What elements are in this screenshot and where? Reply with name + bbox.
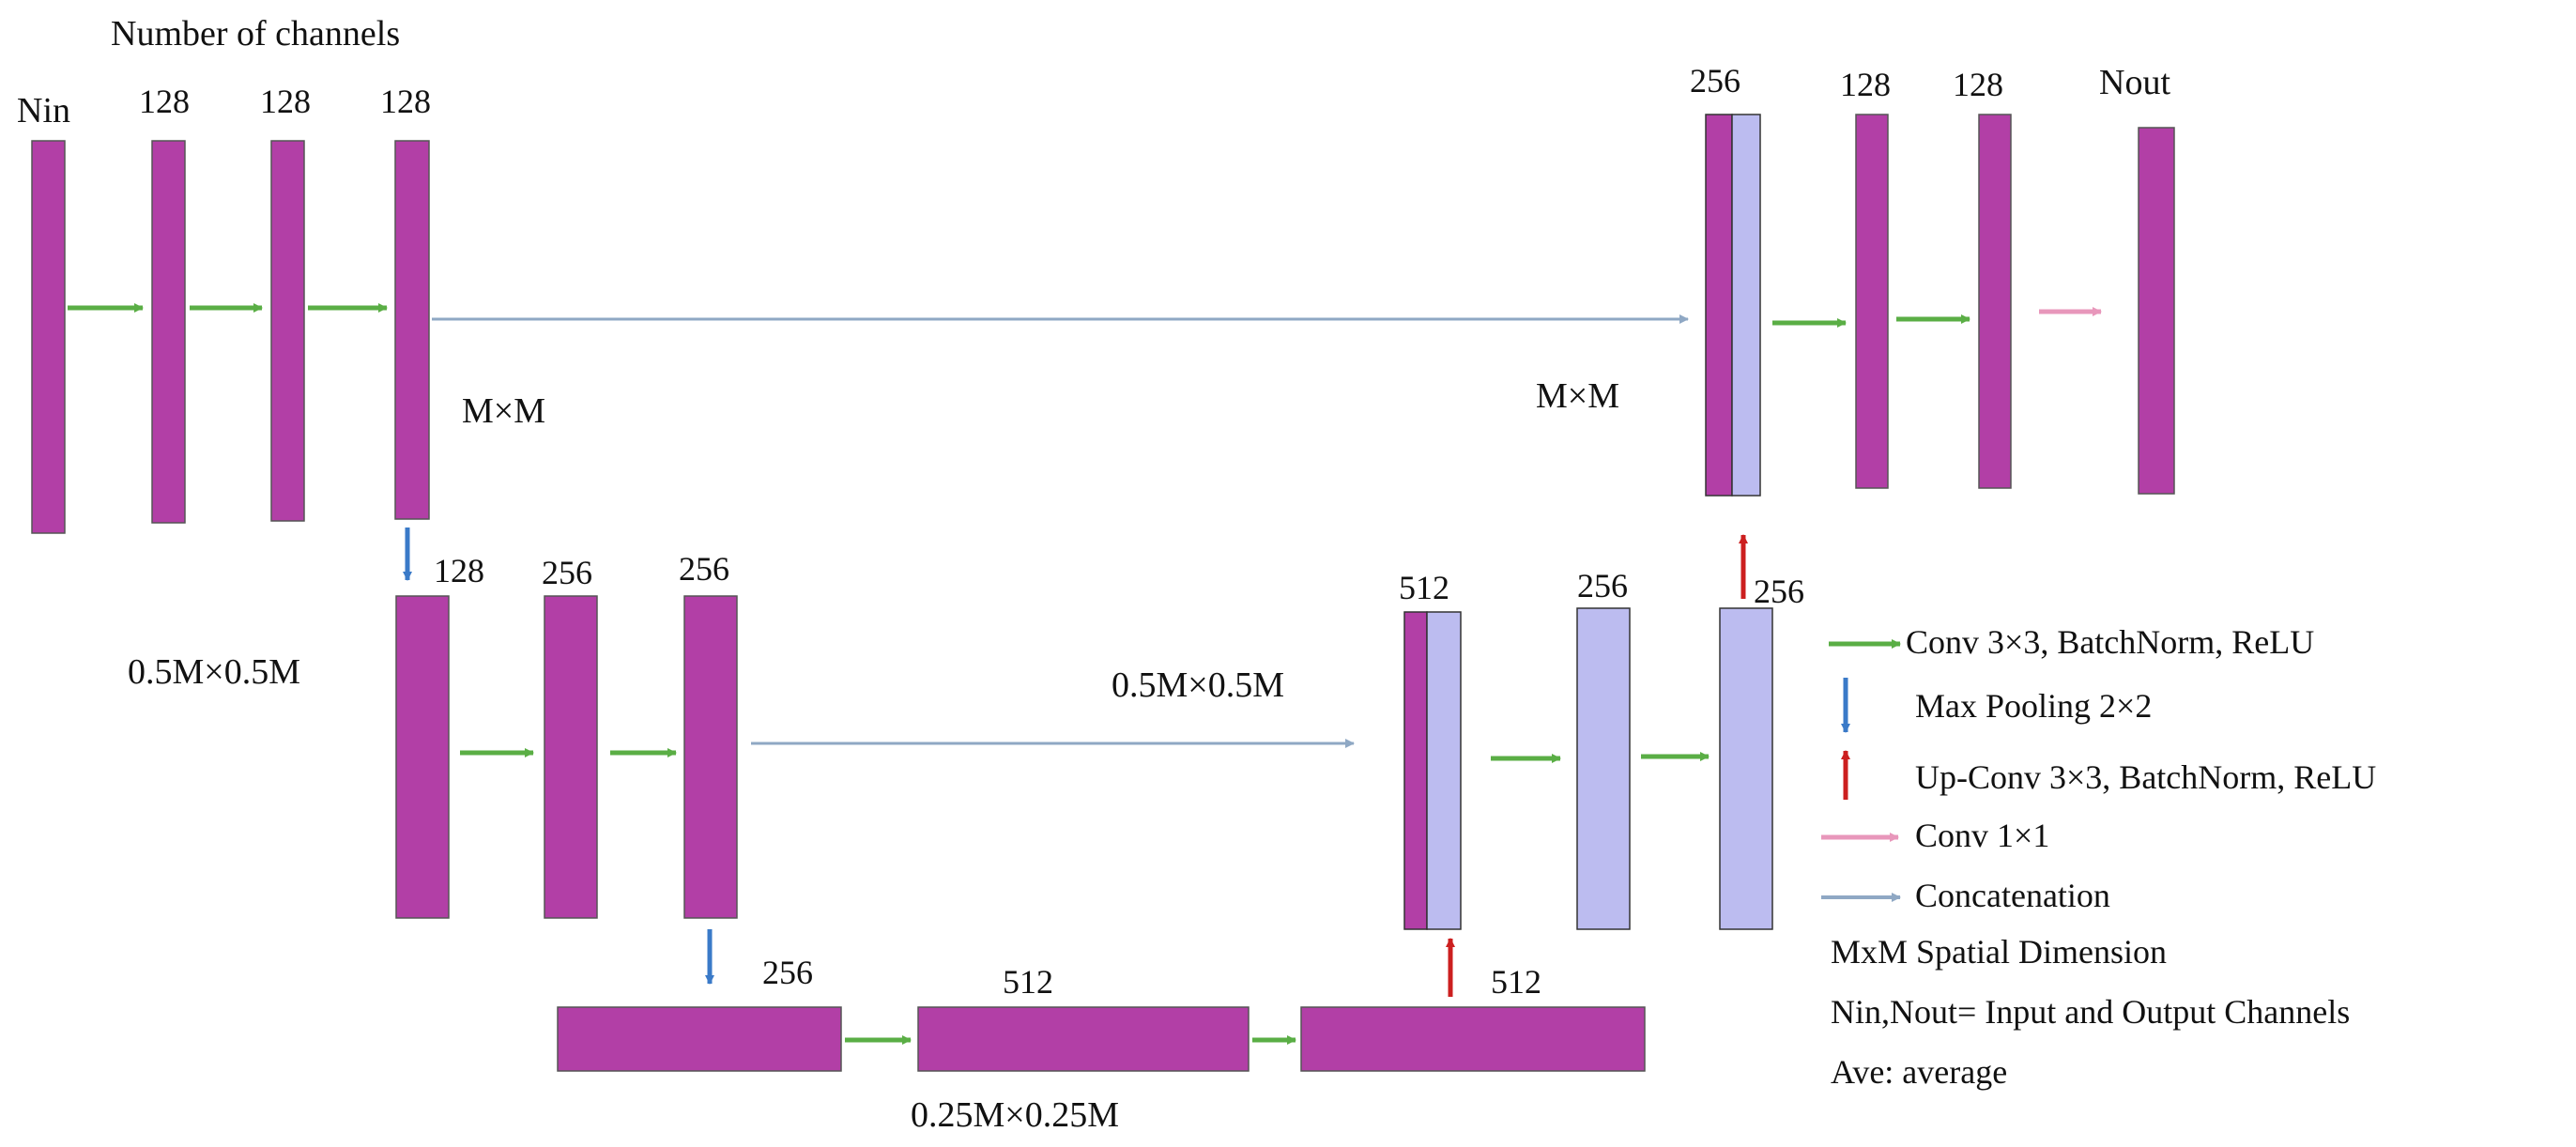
channel-label-bottleneck-b: 512 — [1003, 963, 1053, 1001]
dimension-label-half: 0.5M×0.5M — [128, 652, 300, 692]
encoder-row-2: 128 256 256 0.5M×0.5M — [128, 550, 738, 919]
feature-block-dec2-a — [1576, 607, 1631, 930]
channel-label-enc2-c: 256 — [679, 550, 729, 588]
channel-label-dec1-concat: 256 — [1690, 62, 1740, 99]
feature-block-bottleneck-c — [1300, 1006, 1646, 1072]
feature-block-dec2-concat-right — [1426, 611, 1462, 930]
legend-ave-note: Ave: average — [1831, 1053, 2007, 1091]
channel-label-enc1-c: 128 — [380, 83, 431, 120]
dimension-label-full: M×M — [462, 391, 545, 431]
feature-block-dec1-a — [1855, 114, 1889, 489]
feature-block-dec2-b — [1719, 607, 1773, 930]
channel-label-enc1-a: 128 — [139, 83, 190, 120]
feature-block-dec1-concat-left — [1705, 114, 1733, 497]
feature-block-enc1-c — [394, 140, 430, 520]
channel-label-bottleneck-c: 512 — [1491, 963, 1541, 1001]
feature-block-dec1-b — [1978, 114, 2012, 489]
feature-block-nin — [31, 140, 66, 534]
dimension-label-half-decoder: 0.5M×0.5M — [1112, 665, 1284, 705]
channel-label-nin: Nin — [17, 91, 70, 130]
channel-label-dec1-b: 128 — [1953, 66, 2003, 103]
channel-label-enc2-a: 128 — [434, 552, 484, 589]
feature-block-enc1-a — [151, 140, 186, 524]
channel-label-bottleneck-a: 256 — [762, 954, 813, 991]
dimension-label-full-decoder: M×M — [1536, 376, 1619, 416]
channel-label-dec2-concat: 512 — [1399, 569, 1449, 606]
feature-block-enc2-c — [683, 595, 738, 919]
legend-upconv-label: Up-Conv 3×3, BatchNorm, ReLU — [1915, 758, 2376, 796]
channel-label-enc1-b: 128 — [260, 83, 311, 120]
feature-block-enc1-b — [270, 140, 305, 522]
channel-label-dec2-a: 256 — [1577, 567, 1628, 604]
legend: Conv 3×3, BatchNorm, ReLU Max Pooling 2×… — [1821, 623, 2376, 1091]
feature-block-bottleneck-a — [557, 1006, 842, 1072]
channel-label-dec1-a: 128 — [1840, 66, 1891, 103]
feature-block-bottleneck-b — [917, 1006, 1250, 1072]
encoder-row-1: Nin 128 128 128 M×M — [17, 83, 545, 534]
legend-io-note: Nin,Nout= Input and Output Channels — [1831, 993, 2350, 1031]
channel-label-dec2-b: 256 — [1754, 573, 1804, 610]
legend-concat-label: Concatenation — [1915, 877, 2110, 914]
legend-pool-label: Max Pooling 2×2 — [1915, 687, 2152, 725]
dimension-label-quarter: 0.25M×0.25M — [911, 1095, 1119, 1135]
legend-spatial-note: MxM Spatial Dimension — [1831, 933, 2167, 971]
legend-conv1x1-label: Conv 1×1 — [1915, 817, 2049, 854]
channel-label-enc2-b: 256 — [542, 554, 592, 591]
feature-block-dec2-concat-left — [1403, 611, 1428, 930]
diagram-title: Number of channels — [111, 14, 400, 54]
feature-block-dec1-concat-right — [1731, 114, 1761, 497]
channel-label-nout: Nout — [2099, 63, 2170, 102]
feature-block-nout — [2138, 127, 2175, 495]
feature-block-enc2-b — [544, 595, 598, 919]
decoder-row-1: 256 128 128 Nout M×M — [1536, 62, 2175, 497]
feature-block-enc2-a — [395, 595, 450, 919]
legend-conv-label: Conv 3×3, BatchNorm, ReLU — [1906, 623, 2314, 661]
bottleneck-row: 256 512 512 0.25M×0.25M — [557, 954, 1646, 1135]
decoder-row-2: 512 256 256 0.5M×0.5M — [1112, 567, 1804, 930]
